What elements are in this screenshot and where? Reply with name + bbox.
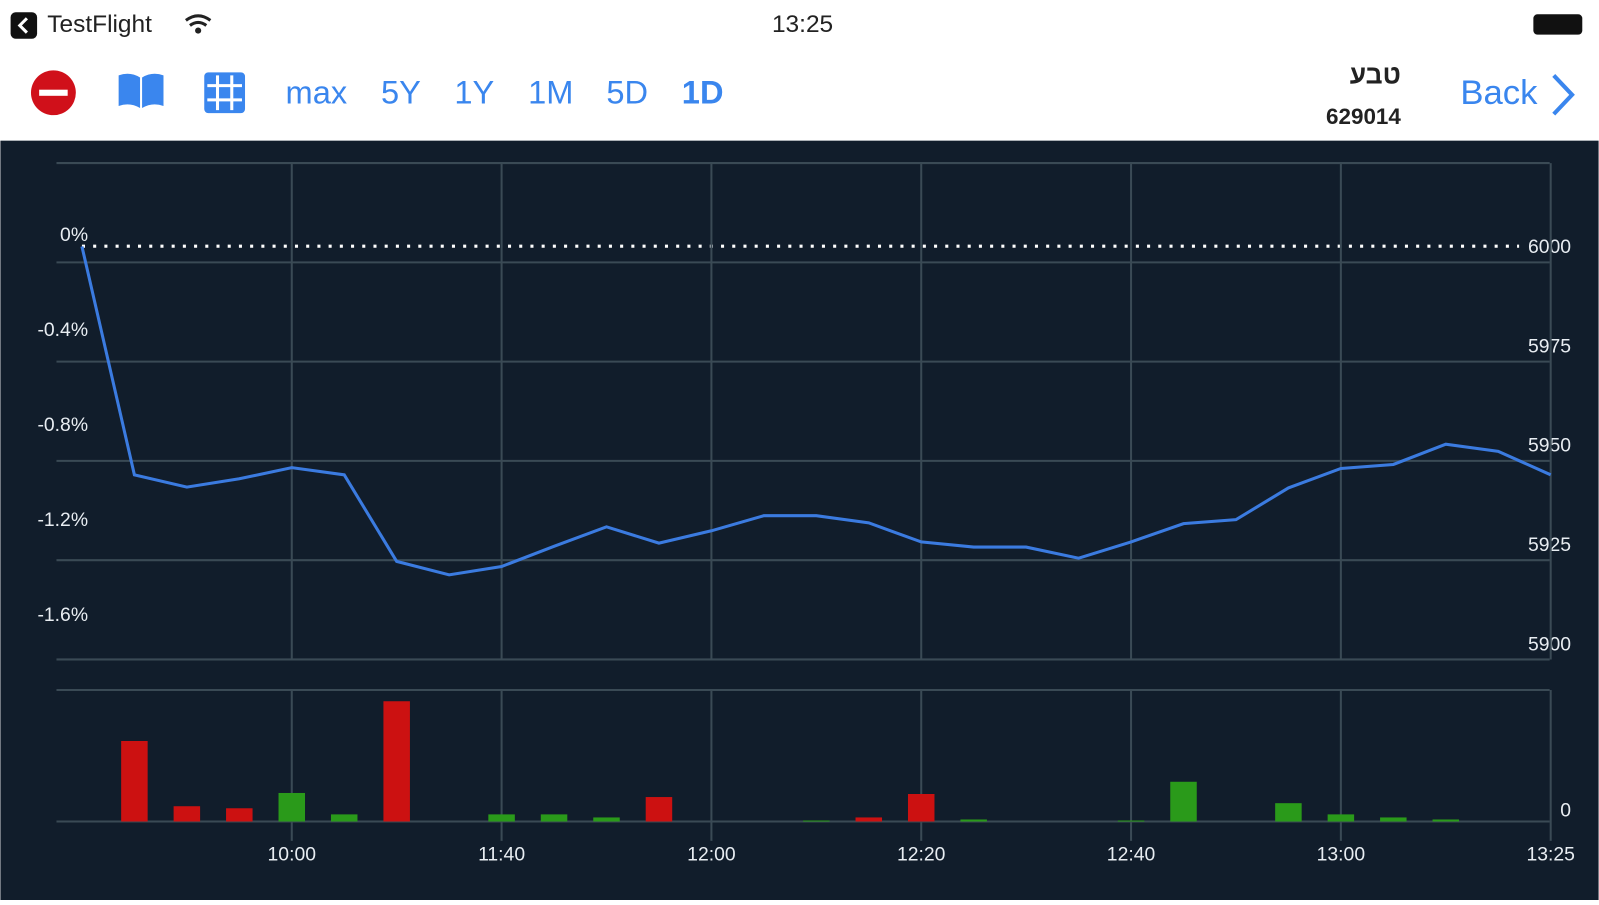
volume-bar	[907, 793, 935, 822]
y-tick-label: 0	[1560, 799, 1571, 821]
x-tick-label: 13:25	[1526, 843, 1574, 865]
wifi-icon	[184, 14, 212, 27]
range-button[interactable]: max	[286, 73, 348, 110]
x-tick-label: 11:40	[478, 843, 525, 865]
volume-bar	[1275, 803, 1302, 822]
volume-bar	[803, 820, 830, 822]
top-bar	[0, 0, 1599, 141]
y-tick-label: 5925	[1528, 534, 1571, 556]
y2-tick-label: -0.4%	[37, 319, 88, 341]
back-chevron[interactable]	[1552, 74, 1575, 116]
y-tick-label: 5900	[1528, 633, 1571, 655]
x-tick-label: 10:00	[268, 843, 317, 865]
stock-name: טבע	[1350, 59, 1401, 89]
battery	[1533, 14, 1583, 35]
volume-bar	[121, 740, 148, 822]
volume-bar	[645, 797, 673, 822]
volume-bar	[1432, 819, 1460, 822]
range-button[interactable]: 5D	[606, 73, 648, 110]
app-back-icon[interactable]	[10, 12, 38, 39]
volume-bar	[226, 808, 253, 822]
book-button[interactable]	[118, 73, 164, 109]
volume-bar	[173, 806, 201, 822]
range-button[interactable]: 1M	[528, 73, 573, 110]
volume-bar	[1327, 814, 1355, 822]
volume-bar	[855, 817, 883, 822]
volume-bar	[330, 814, 358, 822]
volume-bar	[540, 814, 568, 822]
remove-glyph	[39, 89, 68, 96]
volume-bar	[1117, 820, 1145, 822]
grid-icon	[204, 72, 246, 114]
y-tick-label: 5975	[1528, 335, 1571, 357]
volume-bar	[593, 817, 620, 822]
grid-glyph	[207, 75, 242, 111]
stock-id: 629014	[1326, 104, 1401, 129]
volume-bar	[278, 792, 306, 822]
price-line	[80, 246, 1552, 577]
range-button[interactable]: 1D	[682, 73, 724, 110]
app-back-glyph	[17, 17, 28, 34]
chart-background	[0, 140, 1599, 900]
y2-tick-label: -1.2%	[37, 509, 88, 531]
app-name: TestFlight	[47, 11, 152, 38]
range-button[interactable]: 5Y	[381, 73, 421, 110]
volume-bar	[1170, 781, 1197, 822]
y2-tick-label: -1.6%	[37, 604, 88, 626]
x-tick-label: 13:00	[1317, 843, 1366, 865]
grid-button[interactable]	[204, 72, 246, 114]
y2-tick-label: 0%	[60, 224, 88, 246]
x-tick-label: 12:00	[687, 843, 736, 865]
y-tick-label: 6000	[1528, 236, 1571, 258]
x-tick-label: 12:20	[897, 843, 946, 865]
y2-tick-label: -0.8%	[37, 414, 88, 436]
volume-bar	[960, 819, 987, 822]
volume-bar	[488, 814, 515, 822]
wifi-dot	[195, 27, 202, 34]
range-button[interactable]: 1Y	[454, 73, 494, 110]
y-tick-label: 5950	[1528, 435, 1571, 457]
volume-bar	[1380, 817, 1407, 822]
back-button[interactable]: Back	[1460, 74, 1538, 112]
volume-bar	[383, 701, 410, 822]
clock: 13:25	[772, 11, 833, 38]
x-tick-label: 12:40	[1107, 843, 1156, 865]
